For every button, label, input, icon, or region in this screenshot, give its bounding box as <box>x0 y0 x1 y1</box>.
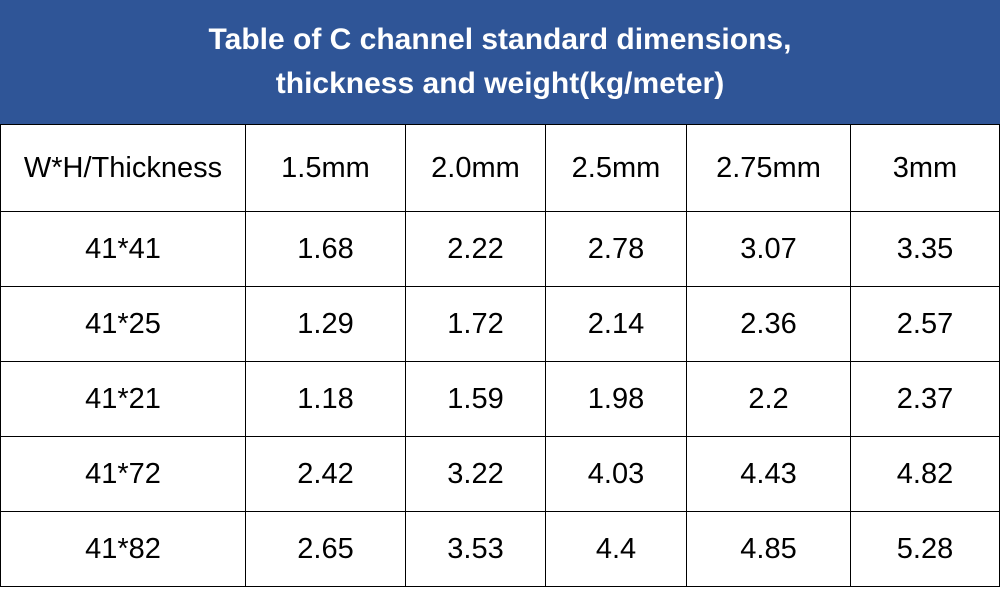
header-cell: W*H/Thickness <box>0 124 246 212</box>
table: W*H/Thickness 1.5mm 2.0mm 2.5mm 2.75mm 3mm 41*… <box>0 124 1000 587</box>
row: 41*41 1.68 2.22 2.78 3.07 3.35 <box>0 211 1000 287</box>
header-cell: 2.75mm <box>686 124 851 212</box>
cell: 1.98 <box>545 361 687 437</box>
cell: 3.07 <box>686 211 851 287</box>
header-cell: 3mm <box>850 124 1000 212</box>
cell: 2.2 <box>686 361 851 437</box>
cell: 41*72 <box>0 436 246 512</box>
cell: 4.85 <box>686 511 851 587</box>
header-cell: 2.5mm <box>545 124 687 212</box>
cell: 5.28 <box>850 511 1000 587</box>
cell: 1.18 <box>245 361 406 437</box>
row: 41*82 2.65 3.53 4.4 4.85 5.28 <box>0 511 1000 587</box>
cell: 2.57 <box>850 286 1000 362</box>
cell: 4.82 <box>850 436 1000 512</box>
title-line: thickness and weight(kg/meter) <box>275 67 725 100</box>
cell: 2.37 <box>850 361 1000 437</box>
cell: 4.4 <box>545 511 687 587</box>
cell: 3.53 <box>405 511 546 587</box>
cell: 2.36 <box>686 286 851 362</box>
title-line: Table of C channel standard dimensions, <box>208 23 792 56</box>
cell: 4.43 <box>686 436 851 512</box>
cell: 4.03 <box>545 436 687 512</box>
cell: 1.29 <box>245 286 406 362</box>
cell: 2.22 <box>405 211 546 287</box>
row: 41*25 1.29 1.72 2.14 2.36 2.57 <box>0 286 1000 362</box>
cell: 1.72 <box>405 286 546 362</box>
cell: 2.14 <box>545 286 687 362</box>
cell: 41*82 <box>0 511 246 587</box>
row: 41*72 2.42 3.22 4.03 4.43 4.82 <box>0 436 1000 512</box>
cell: 41*25 <box>0 286 246 362</box>
header-cell: 2.0mm <box>405 124 546 212</box>
cell: 3.35 <box>850 211 1000 287</box>
row: 41*21 1.18 1.59 1.98 2.2 2.37 <box>0 361 1000 437</box>
header-cell: 1.5mm <box>245 124 406 212</box>
cell: 2.65 <box>245 511 406 587</box>
cell: 1.68 <box>245 211 406 287</box>
cell: 41*21 <box>0 361 246 437</box>
header-row: W*H/Thickness 1.5mm 2.0mm 2.5mm 2.75mm 3mm <box>0 124 1000 212</box>
cell: 2.78 <box>545 211 687 287</box>
cell: 1.59 <box>405 361 546 437</box>
cell: 3.22 <box>405 436 546 512</box>
cell: 2.42 <box>245 436 406 512</box>
cell: 41*41 <box>0 211 246 287</box>
title-band: Table of C channel standard dimensions, … <box>0 0 1000 124</box>
